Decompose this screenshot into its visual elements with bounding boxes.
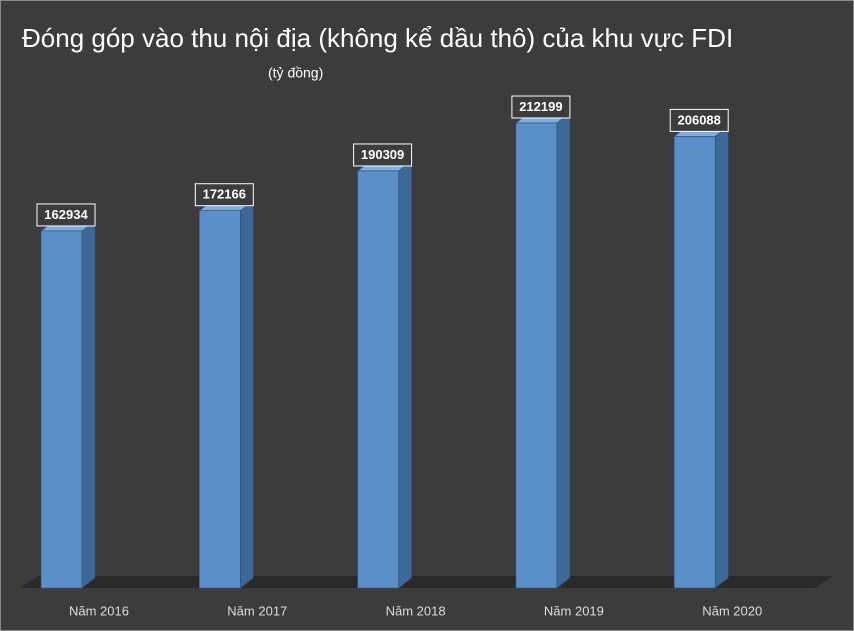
x-tick-label: Năm 2017 xyxy=(227,603,287,618)
bar-side xyxy=(398,160,412,589)
value-label: 172166 xyxy=(203,187,246,202)
bar xyxy=(199,210,241,589)
bar-side xyxy=(556,112,571,589)
value-label-box xyxy=(353,143,413,167)
value-label: 212199 xyxy=(519,99,562,114)
x-tick-label: Năm 2018 xyxy=(386,603,446,618)
bar xyxy=(40,230,83,589)
bar xyxy=(357,170,399,589)
bar-side xyxy=(240,200,254,589)
value-label: 190309 xyxy=(361,147,404,162)
bar xyxy=(673,136,716,589)
x-tick-label: Năm 2016 xyxy=(69,603,129,618)
chart-title: Đóng góp vào thu nội địa (không kể dầu t… xyxy=(22,23,733,53)
bar-side xyxy=(81,220,96,589)
bar-side xyxy=(714,125,729,589)
bar xyxy=(515,122,558,589)
value-label: 206088 xyxy=(678,112,721,127)
x-tick-label: Năm 2020 xyxy=(702,603,762,618)
x-tick-label: Năm 2019 xyxy=(544,603,604,618)
value-label-box xyxy=(36,203,96,227)
value-label-box xyxy=(669,108,729,132)
chart-subtitle: (tỷ đồng) xyxy=(268,65,323,81)
value-label: 162934 xyxy=(44,207,88,222)
value-label-box xyxy=(194,183,254,207)
value-label-box xyxy=(511,95,571,119)
